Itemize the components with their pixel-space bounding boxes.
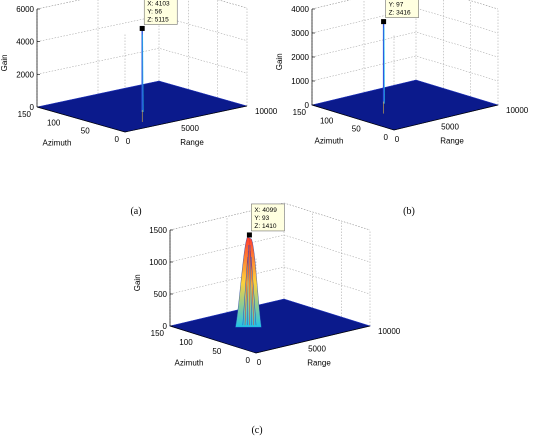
y-tick-label: 0 — [115, 135, 120, 144]
z-tick-label: 2000 — [291, 53, 309, 62]
x-tick-label: 5000 — [181, 124, 199, 133]
y-tick-label: 0 — [246, 356, 251, 365]
x-tick-label: 10000 — [506, 106, 529, 115]
datatip-marker[interactable] — [246, 232, 252, 238]
y-axis-line — [311, 104, 395, 131]
x-axis-label: Range — [307, 359, 331, 368]
z-tick-label: 0 — [30, 103, 35, 112]
z-tick-label: 0 — [305, 101, 310, 110]
datatip-line: Z: 1410 — [254, 223, 276, 230]
y-tick-label: 50 — [352, 125, 361, 134]
subplot-b: X: 4098Y: 97Z: 3416010002000300040000500… — [275, 0, 529, 217]
panel-label: (b) — [403, 206, 415, 217]
datatip-line: Z: 5115 — [147, 16, 169, 23]
panel-label: (a) — [130, 206, 141, 217]
x-axis-line — [393, 104, 499, 131]
y-tick-label: 50 — [212, 347, 221, 356]
x-tick-label: 5000 — [308, 345, 326, 354]
surface-peak — [382, 21, 385, 114]
z-tick-label: 1500 — [149, 226, 167, 235]
datatip-line: Y: 97 — [389, 2, 404, 9]
surface-floor — [310, 79, 500, 131]
x-tick-label: 10000 — [255, 107, 278, 116]
y-axis-label: Azimuth — [315, 137, 344, 146]
datatip-line: Y: 56 — [147, 8, 162, 15]
y-axis-line — [36, 106, 126, 133]
surface-peak — [141, 28, 144, 122]
y-tick-label: 50 — [81, 127, 90, 136]
z-tick-label: 4000 — [291, 5, 309, 14]
y-tick-label: 150 — [18, 110, 32, 119]
y-tick-label: 150 — [151, 329, 165, 338]
z-tick-label: 6000 — [16, 5, 34, 14]
y-tick-label: 100 — [320, 116, 334, 125]
x-axis-label: Range — [180, 138, 204, 147]
datatip-line: Y: 93 — [254, 215, 269, 222]
y-tick-label: 100 — [47, 118, 61, 127]
datatip-line: Z: 3416 — [389, 10, 411, 17]
x-tick-label: 0 — [395, 135, 400, 144]
x-tick-label: 0 — [257, 358, 262, 367]
x-tick-label: 10000 — [378, 327, 401, 336]
x-axis-label: Range — [440, 137, 464, 146]
datatip[interactable]: X: 4098Y: 97Z: 3416 — [385, 0, 419, 18]
y-tick-label: 0 — [384, 133, 389, 142]
y-axis-label: Azimuth — [43, 139, 72, 148]
z-axis-label: Gain — [133, 274, 142, 291]
x-tick-label: 0 — [126, 137, 131, 146]
y-axis-label: Azimuth — [175, 359, 204, 368]
datatip-line: X: 4103 — [147, 0, 170, 7]
y-axis-line — [169, 325, 257, 354]
z-tick-label: 1000 — [291, 77, 309, 86]
x-axis-line — [255, 325, 371, 354]
x-tick-label: 5000 — [441, 123, 459, 132]
z-tick-label: 3000 — [291, 29, 309, 38]
surface-peak — [235, 236, 262, 328]
z-tick-label: 1000 — [149, 258, 167, 267]
z-axis-label: Gain — [0, 54, 9, 71]
surface-floor — [168, 298, 372, 354]
datatip-marker[interactable] — [139, 25, 145, 31]
z-tick-label: 4000 — [16, 38, 34, 47]
y-tick-label: 100 — [179, 338, 193, 347]
x-axis-line — [124, 105, 248, 133]
datatip-marker[interactable] — [381, 19, 387, 25]
z-tick-label: 0 — [163, 322, 168, 331]
z-tick-label: 2000 — [16, 70, 34, 79]
z-axis-label: Gain — [275, 53, 284, 70]
y-tick-label: 150 — [293, 108, 307, 117]
datatip-line: X: 4099 — [254, 207, 277, 214]
z-tick-label: 500 — [154, 290, 168, 299]
datatip-line: X: 4098 — [389, 0, 412, 1]
panel-label: (c) — [251, 425, 262, 436]
